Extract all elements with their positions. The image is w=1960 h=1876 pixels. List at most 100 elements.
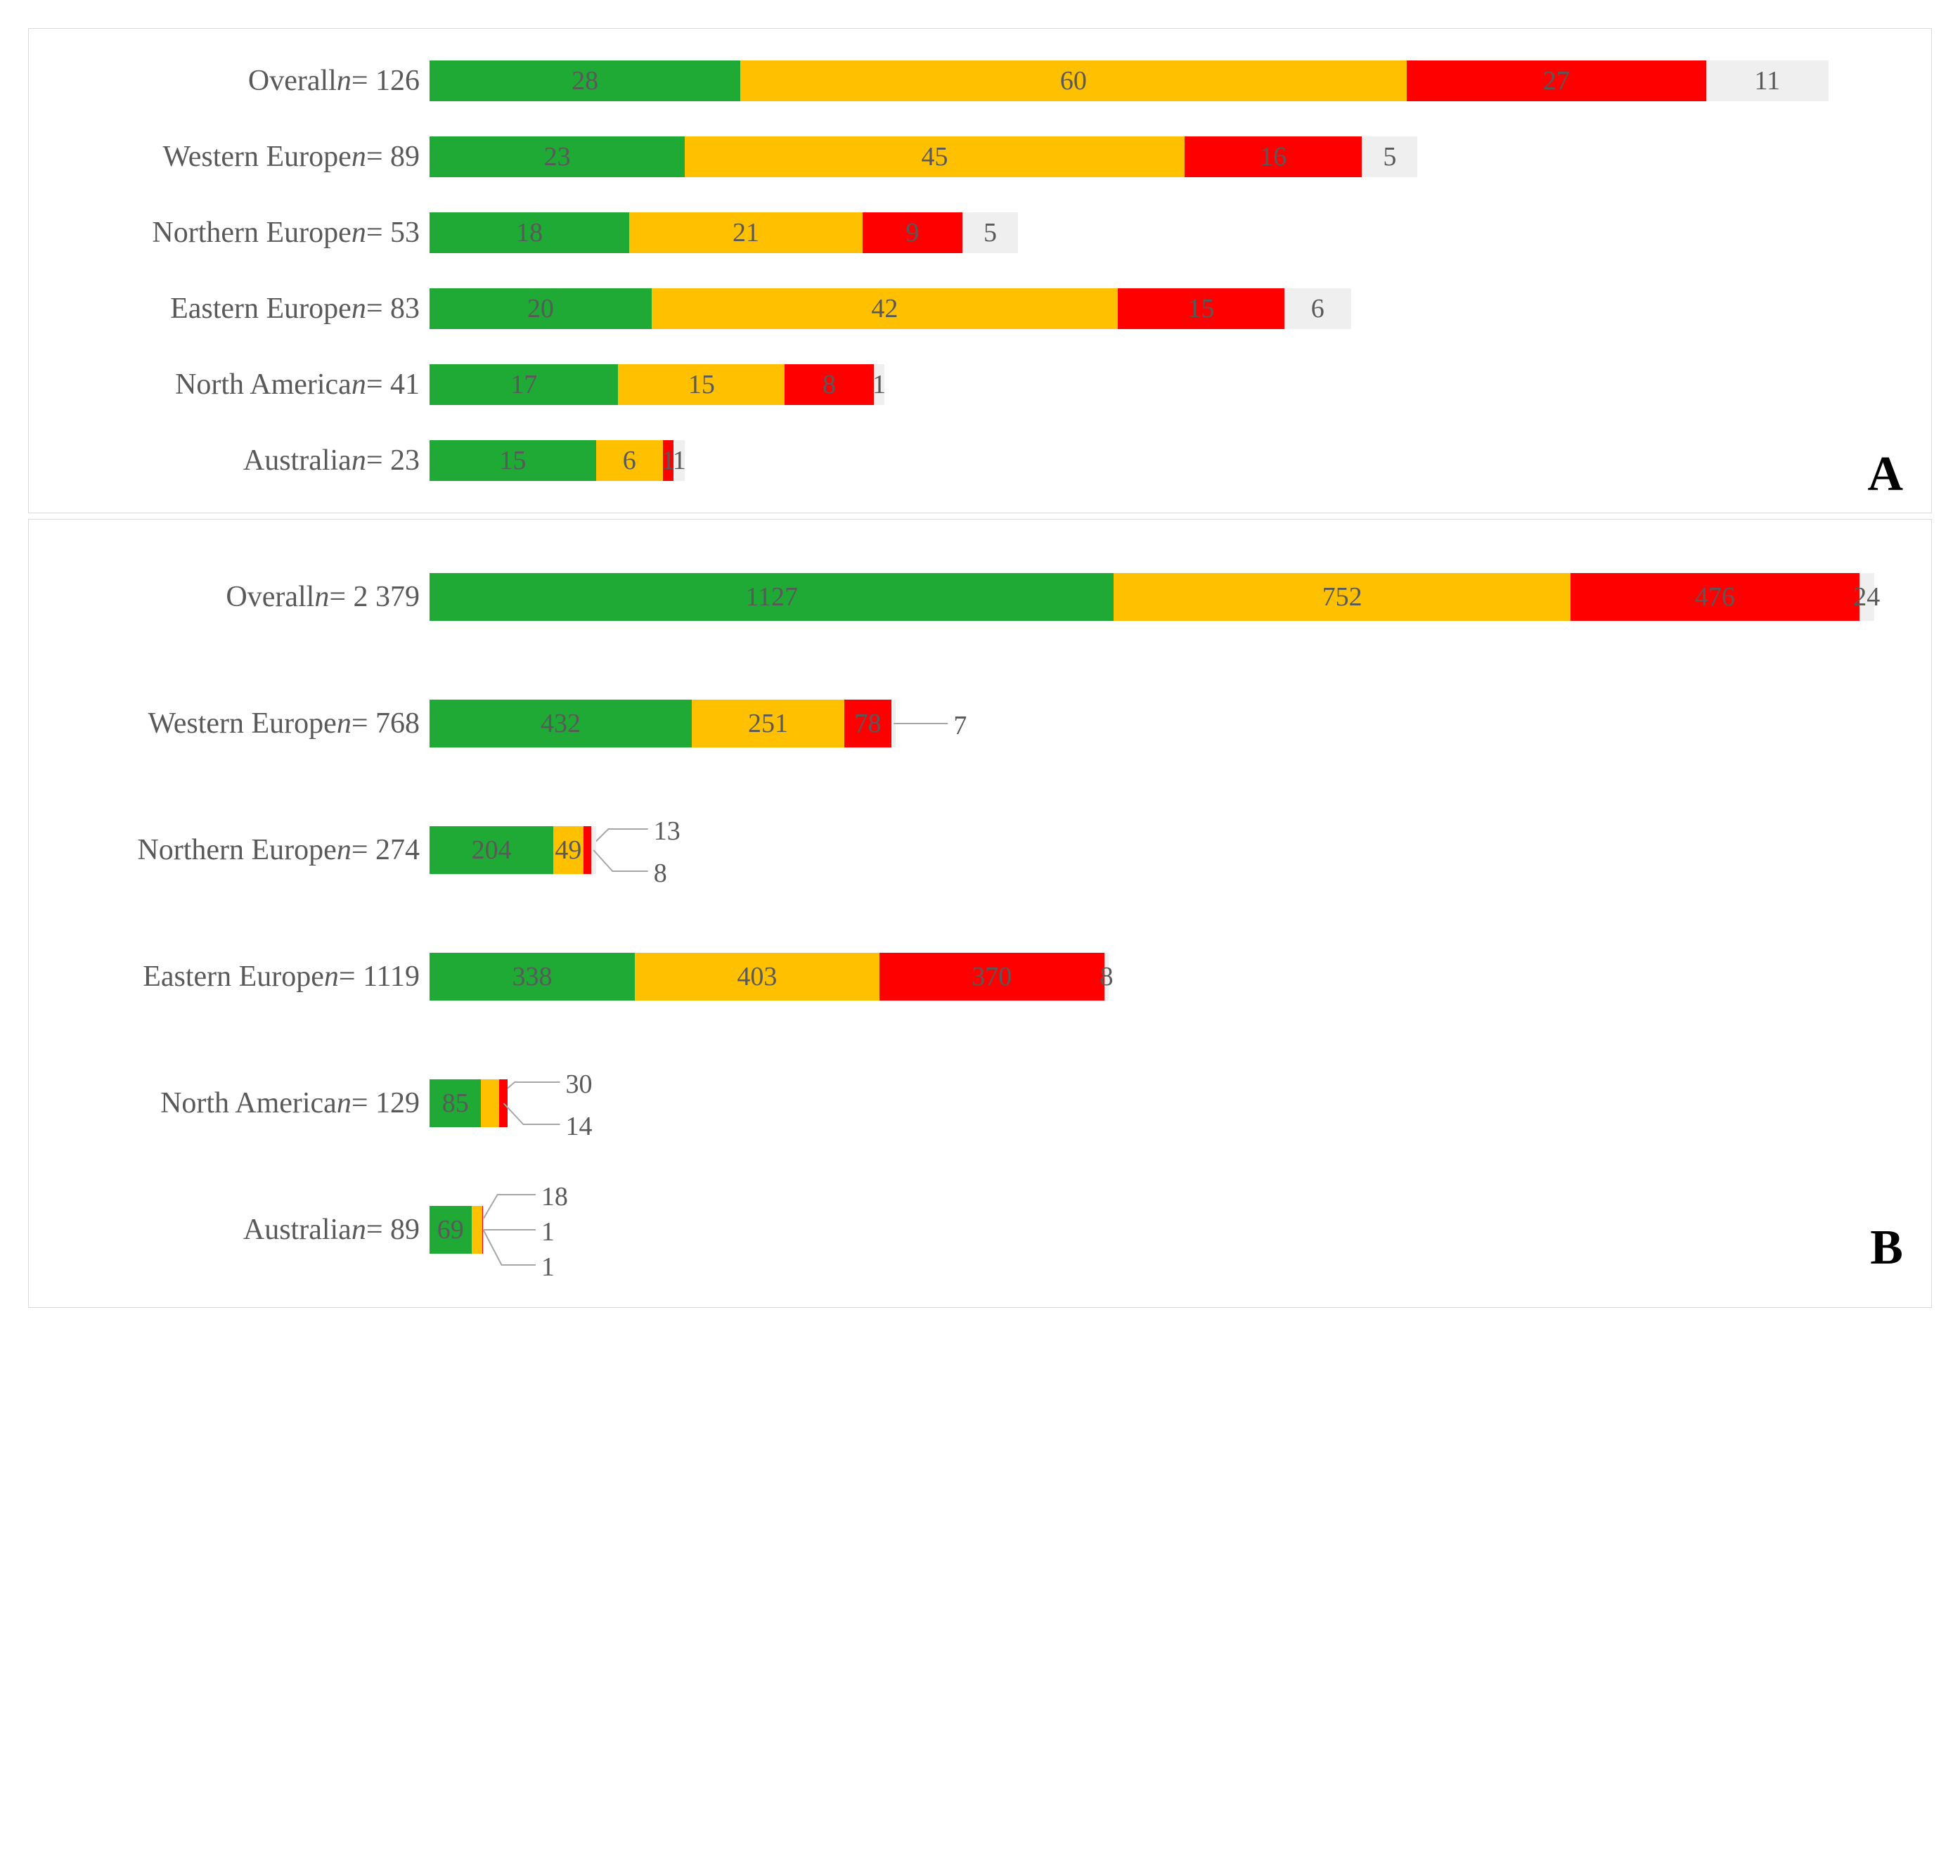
bar-segment: 15 <box>1118 288 1284 329</box>
stacked-bar: 15611 <box>430 440 1917 481</box>
bar-segment <box>584 826 591 874</box>
segment-value: 23 <box>544 141 571 172</box>
segment-value: 85 <box>442 1088 469 1119</box>
row-label-n-symbol: n <box>337 707 352 740</box>
stacked-bar: 28 60 27 11 <box>430 60 1917 101</box>
row-label-n-value: = 2 379 <box>329 580 420 614</box>
bar-segment: 251 <box>692 700 844 747</box>
bar-segment: 21 <box>629 212 863 253</box>
row-label: Eastern Europe n = 83 <box>29 271 430 347</box>
row-label: Overall n = 126 <box>29 43 430 119</box>
segment-value: 45 <box>921 141 948 172</box>
row-label-n-value: = 768 <box>352 707 420 740</box>
row-label: Overall n = 2 379 <box>29 534 430 660</box>
segment-value: 17 <box>510 369 537 400</box>
segment-value: 11 <box>1755 65 1781 96</box>
row-label-n-value: = 126 <box>352 64 420 98</box>
row-label-text: North America <box>160 1086 337 1120</box>
segment-value: 42 <box>871 293 898 324</box>
bar-row: 18 21 9 5 <box>430 195 1917 271</box>
row-label-n-symbol: n <box>337 1086 352 1120</box>
segment-value: 20 <box>527 293 554 324</box>
bar-segment <box>481 1079 499 1127</box>
bar-row: 181691 <box>430 1167 1917 1293</box>
row-label-n-symbol: n <box>337 64 352 98</box>
bar-segment: 17 <box>430 364 618 405</box>
bar-segment: 1127 <box>430 573 1114 621</box>
bar-segment: 432 <box>430 700 692 747</box>
segment-value: 9 <box>905 217 919 248</box>
bar-segment: 27 <box>1407 60 1706 101</box>
segment-value: 5 <box>1383 141 1396 172</box>
row-label: Australia n = 89 <box>29 1167 430 1293</box>
bar-segment: 23 <box>430 136 685 177</box>
row-label: Eastern Europe n = 1119 <box>29 913 430 1040</box>
segment-value: 15 <box>499 445 526 476</box>
bar-row: 308514 <box>430 1040 1917 1167</box>
row-label: Australia n = 23 <box>29 423 430 499</box>
row-label-n-symbol: n <box>352 140 366 174</box>
row-label-text: Overall <box>226 580 314 614</box>
row-label-n-value: = 129 <box>352 1086 420 1120</box>
segment-value: 1 <box>673 445 686 476</box>
row-label-n-symbol: n <box>352 216 366 250</box>
bar-segment: 11 <box>1706 60 1829 101</box>
segment-value: 476 <box>1695 582 1735 612</box>
stacked-bar: 2042156 <box>430 288 1917 329</box>
segment-value: 24 <box>1853 582 1880 612</box>
bar-segment: 45 <box>685 136 1185 177</box>
segment-value: 15 <box>688 369 715 400</box>
row-label: North America n = 41 <box>29 347 430 423</box>
segment-value: 338 <box>512 961 552 992</box>
segment-value: 1 <box>872 369 886 400</box>
bar-segment <box>499 1079 508 1127</box>
bar-segment: 28 <box>430 60 740 101</box>
row-label-n-value: = 83 <box>366 292 420 326</box>
bar-segment: 370 <box>879 953 1104 1001</box>
bar-segment: 69 <box>430 1206 472 1254</box>
segment-value: 432 <box>541 708 581 739</box>
row-label: North America n = 129 <box>29 1040 430 1167</box>
bar-row: 13204498 <box>430 787 1917 913</box>
segment-value: 8 <box>823 369 836 400</box>
row-label-text: North America <box>175 368 352 401</box>
bar-segment: 15 <box>430 440 596 481</box>
row-label-n-symbol: n <box>352 1213 366 1247</box>
bar-segment: 18 <box>430 212 629 253</box>
bar-row: 432251787 <box>430 660 1917 787</box>
stacked-bar: 23 45 16 5 <box>430 136 1917 177</box>
bar-segment: 60 <box>740 60 1406 101</box>
segment-value: 18 <box>516 217 543 248</box>
bar-row: 15611 <box>430 423 1917 499</box>
segment-value: 60 <box>1060 65 1087 96</box>
stacked-bar: 20449 <box>430 826 1917 874</box>
bar-segment: 49 <box>553 826 583 874</box>
segment-value: 49 <box>555 835 581 866</box>
row-label-text: Western Europe <box>148 707 336 740</box>
row-label-text: Northern Europe <box>137 833 336 867</box>
row-label-n-symbol: n <box>314 580 329 614</box>
row-label-text: Australia <box>243 1213 352 1247</box>
bar-segment: 5 <box>962 212 1018 253</box>
stacked-bar: 112775247624 <box>430 573 1917 621</box>
stacked-bar: 69 <box>430 1206 1917 1254</box>
row-label-n-symbol: n <box>337 833 352 867</box>
bar-segment: 16 <box>1185 136 1362 177</box>
row-label-n-value: = 89 <box>366 1213 420 1247</box>
segment-value: 251 <box>748 708 788 739</box>
bar-segment: 476 <box>1571 573 1859 621</box>
row-label-n-symbol: n <box>352 368 366 401</box>
bar-segment: 6 <box>596 440 663 481</box>
segment-value: 16 <box>1260 141 1287 172</box>
bar-segment: 15 <box>618 364 785 405</box>
bar-segment: 78 <box>844 700 891 747</box>
bar-row: 2042156 <box>430 271 1917 347</box>
row-label-n-value: = 23 <box>366 444 420 477</box>
row-label-n-symbol: n <box>352 444 366 477</box>
bar-segment: 85 <box>430 1079 481 1127</box>
bar-segment: 8 <box>785 364 873 405</box>
segment-value: 28 <box>572 65 598 96</box>
stacked-bar: 18 21 9 5 <box>430 212 1917 253</box>
segment-value: 1127 <box>745 582 798 612</box>
segment-value: 8 <box>1100 961 1113 992</box>
